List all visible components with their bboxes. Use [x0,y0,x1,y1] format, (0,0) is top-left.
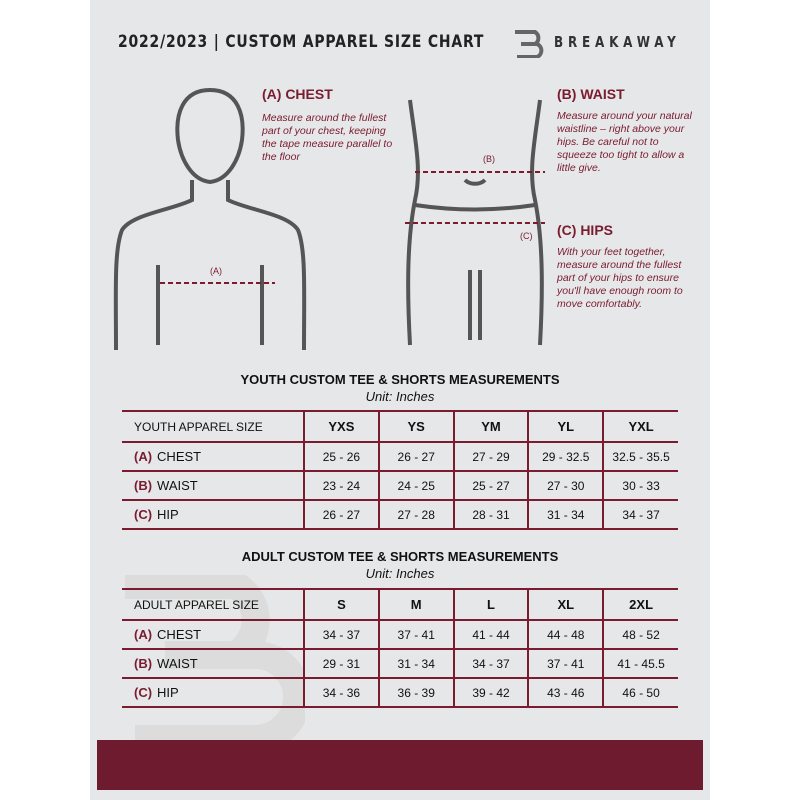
value-cell: 29 - 32.5 [527,442,604,472]
waist-description: Measure around your natural waistline – … [557,110,692,174]
value-cell: 46 - 50 [602,678,678,708]
row-code: (C) [134,685,153,700]
hips-heading: (C) HIPS [557,222,613,238]
youth-table-title: YOUTH CUSTOM TEE & SHORTS MEASUREMENTS [240,372,560,387]
value-cell: 27 - 28 [377,500,454,530]
row-code: (B) [134,656,153,671]
waist-hips-figure [405,99,545,346]
header-cell: YXL [602,410,678,443]
row-code: (C) [134,507,153,522]
row-label: (C) HIP [122,500,304,530]
header-cell: S [303,588,379,621]
table-row: (B) WAIST 29 - 31 31 - 34 34 - 37 37 - 41 41 -… [122,649,678,679]
value-cell: 48 - 52 [602,620,678,650]
value-cell: 24 - 25 [377,471,454,501]
value-cell: 34 - 37 [303,620,379,650]
chest-description: Measure around the fullest part of your … [262,112,393,163]
youth-size-table: YOUTH APPAREL SIZE YXS YS YM YL YXL (A) CHEST 25… [122,410,678,530]
value-cell: 37 - 41 [377,620,454,650]
row-name: WAIST [157,656,198,671]
chest-heading: (A) CHEST [262,86,333,102]
row-label: (A) CHEST [122,442,304,472]
row-code: (A) [134,627,153,642]
row-code: (A) [134,449,153,464]
row-name: HIP [157,685,179,700]
value-cell: 29 - 31 [303,649,379,679]
value-cell: 43 - 46 [527,678,604,708]
table-row: (B) WAIST 23 - 24 24 - 25 25 - 27 27 - 30 30 -… [122,471,678,501]
value-cell: 28 - 31 [452,500,529,530]
row-name: CHEST [157,449,202,464]
row-name: WAIST [157,478,198,493]
value-cell: 32.5 - 35.5 [602,442,678,472]
breakaway-logo-icon [515,30,544,58]
chest-figure [113,87,307,351]
row-name: CHEST [157,627,202,642]
header-cell: 2XL [602,588,678,621]
hips-marker: (C) [520,231,533,241]
row-label: (B) WAIST [122,649,304,679]
header-cell: XL [527,588,604,621]
page-title: 2022/2023 | CUSTOM APPAREL SIZE CHART [118,32,485,52]
value-cell: 36 - 39 [377,678,454,708]
value-cell: 34 - 36 [303,678,379,708]
header-cell: YM [452,410,529,443]
table-row: (A) CHEST 34 - 37 37 - 41 41 - 44 44 - 48 48 -… [122,620,678,650]
value-cell: 25 - 27 [452,471,529,501]
brand-name: BREAKAWAY [554,33,681,51]
row-label: (B) WAIST [122,471,304,501]
waist-heading: (B) WAIST [557,86,625,102]
header-cell: YS [377,410,454,443]
hips-description: With your feet together, measure around … [557,246,683,310]
value-cell: 25 - 26 [303,442,379,472]
value-cell: 23 - 24 [303,471,379,501]
footer-band [97,740,703,790]
header-cell: YXS [303,410,379,443]
waist-marker: (B) [483,154,495,164]
chest-marker: (A) [210,266,222,276]
table-header-row: ADULT APPAREL SIZE S M L XL 2XL [122,588,678,621]
header-cell: M [377,588,454,621]
youth-unit: Unit: Inches [365,389,435,404]
value-cell: 27 - 30 [527,471,604,501]
value-cell: 41 - 44 [452,620,529,650]
header-cell: YOUTH APPAREL SIZE [122,410,304,443]
row-label: (C) HIP [122,678,304,708]
value-cell: 30 - 33 [602,471,678,501]
adult-unit: Unit: Inches [365,566,435,581]
header-cell: YL [527,410,604,443]
adult-size-table: ADULT APPAREL SIZE S M L XL 2XL (A) CHEST 34 - 3… [122,588,678,708]
table-row: (C) HIP 34 - 36 36 - 39 39 - 42 43 - 46 46 - 5… [122,678,678,708]
row-name: HIP [157,507,179,522]
header-cell: L [452,588,529,621]
value-cell: 26 - 27 [377,442,454,472]
row-label: (A) CHEST [122,620,304,650]
value-cell: 26 - 27 [303,500,379,530]
table-row: (C) HIP 26 - 27 27 - 28 28 - 31 31 - 34 34 - 3… [122,500,678,530]
value-cell: 34 - 37 [452,649,529,679]
header-cell: ADULT APPAREL SIZE [122,588,304,621]
value-cell: 31 - 34 [377,649,454,679]
table-header-row: YOUTH APPAREL SIZE YXS YS YM YL YXL [122,410,678,443]
table-row: (A) CHEST 25 - 26 26 - 27 27 - 29 29 - 32.5 32… [122,442,678,472]
value-cell: 34 - 37 [602,500,678,530]
value-cell: 44 - 48 [527,620,604,650]
value-cell: 27 - 29 [452,442,529,472]
adult-table-title: ADULT CUSTOM TEE & SHORTS MEASUREMENTS [241,549,559,564]
value-cell: 31 - 34 [527,500,604,530]
value-cell: 39 - 42 [452,678,529,708]
value-cell: 41 - 45.5 [602,649,678,679]
row-code: (B) [134,478,153,493]
value-cell: 37 - 41 [527,649,604,679]
